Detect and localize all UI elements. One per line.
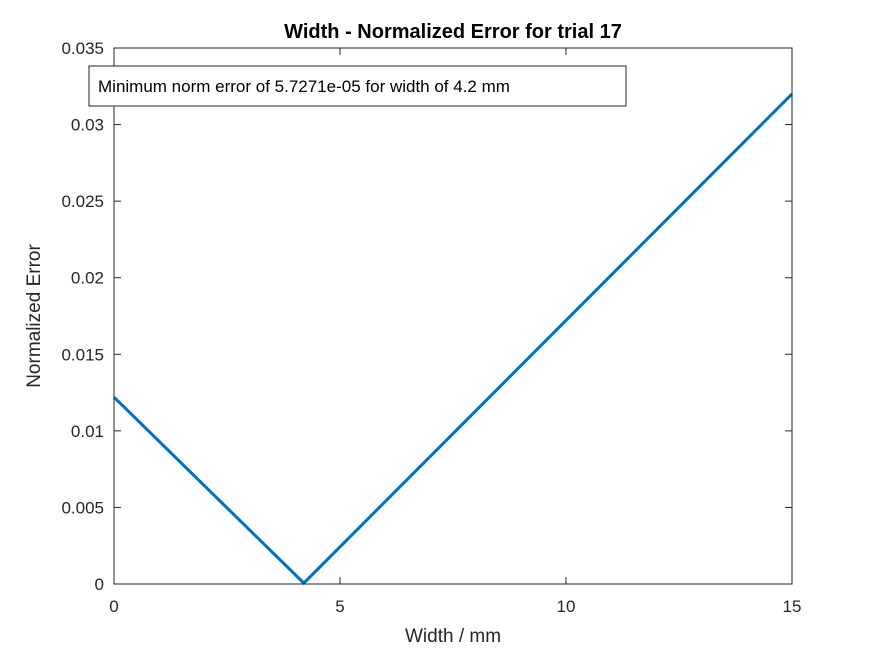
y-tick-label: 0.01 <box>71 422 104 441</box>
y-tick-label: 0.02 <box>71 269 104 288</box>
y-tick-label: 0.03 <box>71 116 104 135</box>
chart-title: Width - Normalized Error for trial 17 <box>284 21 622 43</box>
annotation-box: Minimum norm error of 5.7271e-05 for wid… <box>88 65 627 107</box>
x-axis-ticks: 0 5 10 15 <box>109 48 801 616</box>
plot-area <box>114 48 792 584</box>
annotation-border <box>88 65 627 107</box>
y-tick-label: 0.025 <box>61 192 104 211</box>
x-axis-label: Width / mm <box>405 626 501 647</box>
y-tick-label: 0 <box>95 575 104 594</box>
plot-box <box>113 47 793 585</box>
x-tick-label: 15 <box>783 597 802 616</box>
x-tick-label: 5 <box>335 597 344 616</box>
y-tick-label: 0.005 <box>61 498 104 517</box>
series-layer <box>112 92 794 586</box>
y-axis-label: Normalized Error <box>24 244 45 388</box>
y-tick-label: 0.035 <box>61 39 104 58</box>
y-tick-label: 0.015 <box>61 345 104 364</box>
series-line <box>112 92 794 586</box>
y-axis-ticks: 0 0.005 0.01 0.015 0.02 0.025 0.03 0.035 <box>61 39 792 594</box>
x-tick-label: 0 <box>109 597 118 616</box>
annotation-text: Minimum norm error of 5.7271e-05 for wid… <box>98 77 510 96</box>
x-tick-label: 10 <box>557 597 576 616</box>
